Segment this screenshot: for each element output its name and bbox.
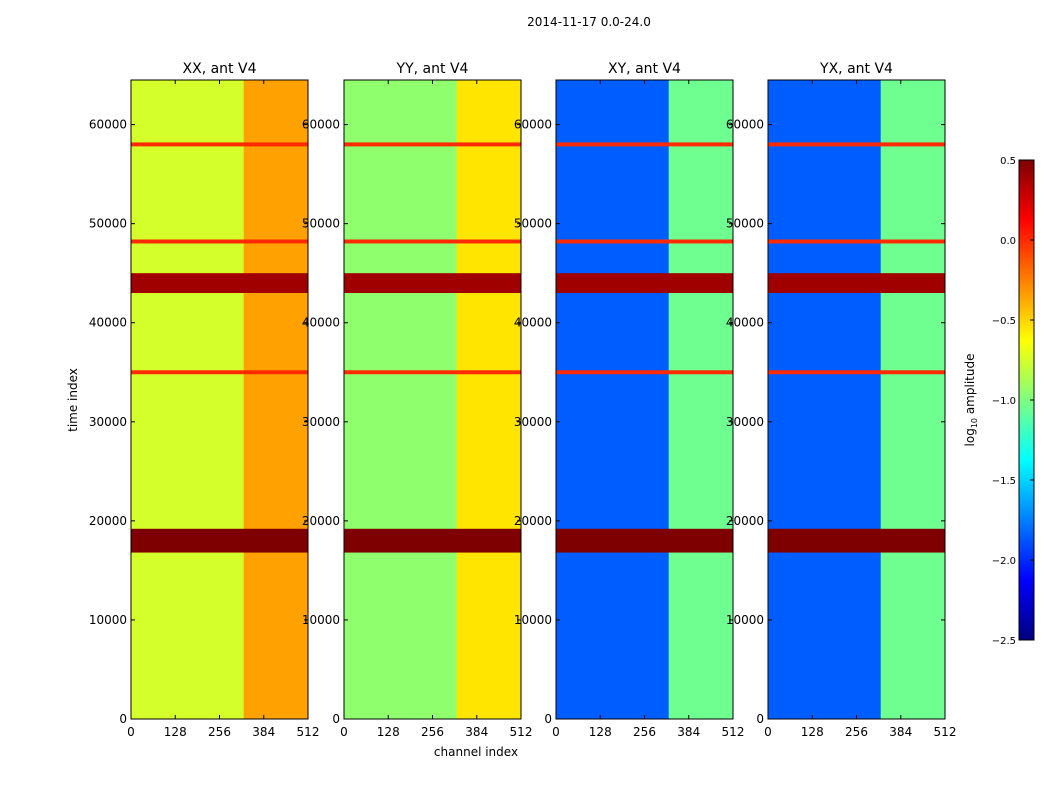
flagged-time-row xyxy=(131,239,308,244)
x-tick-label: 0 xyxy=(552,725,560,739)
x-tick-label: 256 xyxy=(421,725,444,739)
flagged-time-row xyxy=(344,370,521,375)
rfi-channel-band xyxy=(668,80,733,719)
y-tick-label: 60000 xyxy=(302,118,340,132)
y-tick-label: 20000 xyxy=(514,514,552,528)
rfi-channel-band xyxy=(456,80,521,719)
flagged-time-row xyxy=(344,239,521,244)
flagged-time-row xyxy=(768,273,945,293)
panel-title: YY, ant V4 xyxy=(396,61,469,77)
y-tick-label: 40000 xyxy=(302,316,340,330)
flagged-time-row xyxy=(556,528,733,553)
colorbar: 0.5 0.0 −0.5 −1.0 −1.5 −2.0 −2.5 xyxy=(992,156,1035,647)
y-tick-label: 30000 xyxy=(514,415,552,429)
y-axis-label: time index xyxy=(66,368,80,432)
y-tick-label: 40000 xyxy=(89,316,127,330)
x-tick-label: 512 xyxy=(722,725,745,739)
colorbar-tick-label: 0.0 xyxy=(1000,236,1016,247)
heatmap-panel: YY, ant V4 0 128 256 384 512 0 10000 20000 30000 4… xyxy=(302,61,533,739)
y-tick-label: 10000 xyxy=(89,613,127,627)
flagged-time-row xyxy=(344,528,521,553)
panel-title: XY, ant V4 xyxy=(608,61,681,77)
flagged-time-row xyxy=(556,273,733,293)
flagged-time-row xyxy=(556,239,733,244)
panel-title: YX, ant V4 xyxy=(819,61,893,77)
flagged-time-row xyxy=(131,273,308,293)
x-tick-label: 512 xyxy=(934,725,957,739)
y-tick-label: 60000 xyxy=(89,118,127,132)
y-tick-label: 20000 xyxy=(726,514,764,528)
figure-title: 2014-11-17 0.0-24.0 xyxy=(527,15,651,29)
y-tick-label: 30000 xyxy=(726,415,764,429)
flagged-time-row xyxy=(556,142,733,147)
y-tick-label: 0 xyxy=(119,712,127,726)
y-tick-label: 40000 xyxy=(514,316,552,330)
colorbar-tick-label: −0.5 xyxy=(992,316,1016,327)
heatmap-panel: XX, ant V4 0 128 256 384 512 0 10000 20000 30000 4… xyxy=(89,61,320,739)
x-tick-label: 384 xyxy=(252,725,275,739)
rfi-channel-band xyxy=(243,80,308,719)
y-tick-label: 30000 xyxy=(302,415,340,429)
colorbar-tick-label: −2.0 xyxy=(992,556,1016,567)
x-tick-label: 512 xyxy=(510,725,533,739)
y-tick-label: 0 xyxy=(544,712,552,726)
y-tick-label: 20000 xyxy=(89,514,127,528)
flagged-time-row xyxy=(556,370,733,375)
heatmap-panels: XX, ant V4 0 128 256 384 512 0 10000 20000 30000 4… xyxy=(89,61,957,739)
flagged-time-row xyxy=(768,239,945,244)
flagged-time-row xyxy=(768,142,945,147)
x-tick-label: 128 xyxy=(589,725,612,739)
y-tick-label: 60000 xyxy=(726,118,764,132)
panel-title: XX, ant V4 xyxy=(183,61,257,77)
x-tick-label: 256 xyxy=(633,725,656,739)
x-tick-label: 256 xyxy=(208,725,231,739)
y-tick-label: 50000 xyxy=(726,217,764,231)
y-tick-label: 10000 xyxy=(726,613,764,627)
y-tick-label: 30000 xyxy=(89,415,127,429)
flagged-time-row xyxy=(131,528,308,553)
x-tick-label: 128 xyxy=(377,725,400,739)
x-tick-label: 128 xyxy=(801,725,824,739)
x-tick-label: 512 xyxy=(297,725,320,739)
y-tick-label: 10000 xyxy=(302,613,340,627)
colorbar-tick-label: −1.0 xyxy=(992,396,1016,407)
x-tick-label: 128 xyxy=(164,725,187,739)
x-tick-label: 256 xyxy=(845,725,868,739)
colorbar-label: log10 amplitude xyxy=(963,354,979,447)
y-tick-label: 0 xyxy=(756,712,764,726)
flagged-time-row xyxy=(131,142,308,147)
flagged-time-row xyxy=(344,273,521,293)
colorbar-tick-label: 0.5 xyxy=(1000,156,1016,167)
rfi-channel-band xyxy=(880,80,945,719)
flagged-time-row xyxy=(131,370,308,375)
x-tick-label: 0 xyxy=(340,725,348,739)
y-tick-label: 50000 xyxy=(302,217,340,231)
heatmap-panel: XY, ant V4 0 128 256 384 512 0 10000 20000 30000 4… xyxy=(514,61,745,739)
y-tick-label: 0 xyxy=(332,712,340,726)
y-tick-label: 50000 xyxy=(89,217,127,231)
colorbar-tick-label: −1.5 xyxy=(992,476,1016,487)
flagged-time-row xyxy=(344,142,521,147)
flagged-time-row xyxy=(768,370,945,375)
x-tick-label: 384 xyxy=(465,725,488,739)
y-tick-label: 60000 xyxy=(514,118,552,132)
x-tick-label: 384 xyxy=(677,725,700,739)
x-tick-label: 0 xyxy=(764,725,772,739)
heatmap-panel: YX, ant V4 0 128 256 384 512 0 10000 20000 30000 4… xyxy=(726,61,957,739)
colorbar-tick-label: −2.5 xyxy=(992,636,1016,647)
x-tick-label: 384 xyxy=(889,725,912,739)
flagged-time-row xyxy=(768,528,945,553)
x-tick-label: 0 xyxy=(127,725,135,739)
y-tick-label: 10000 xyxy=(514,613,552,627)
y-tick-label: 50000 xyxy=(514,217,552,231)
y-tick-label: 40000 xyxy=(726,316,764,330)
y-tick-label: 20000 xyxy=(302,514,340,528)
x-axis-label: channel index xyxy=(434,745,518,759)
